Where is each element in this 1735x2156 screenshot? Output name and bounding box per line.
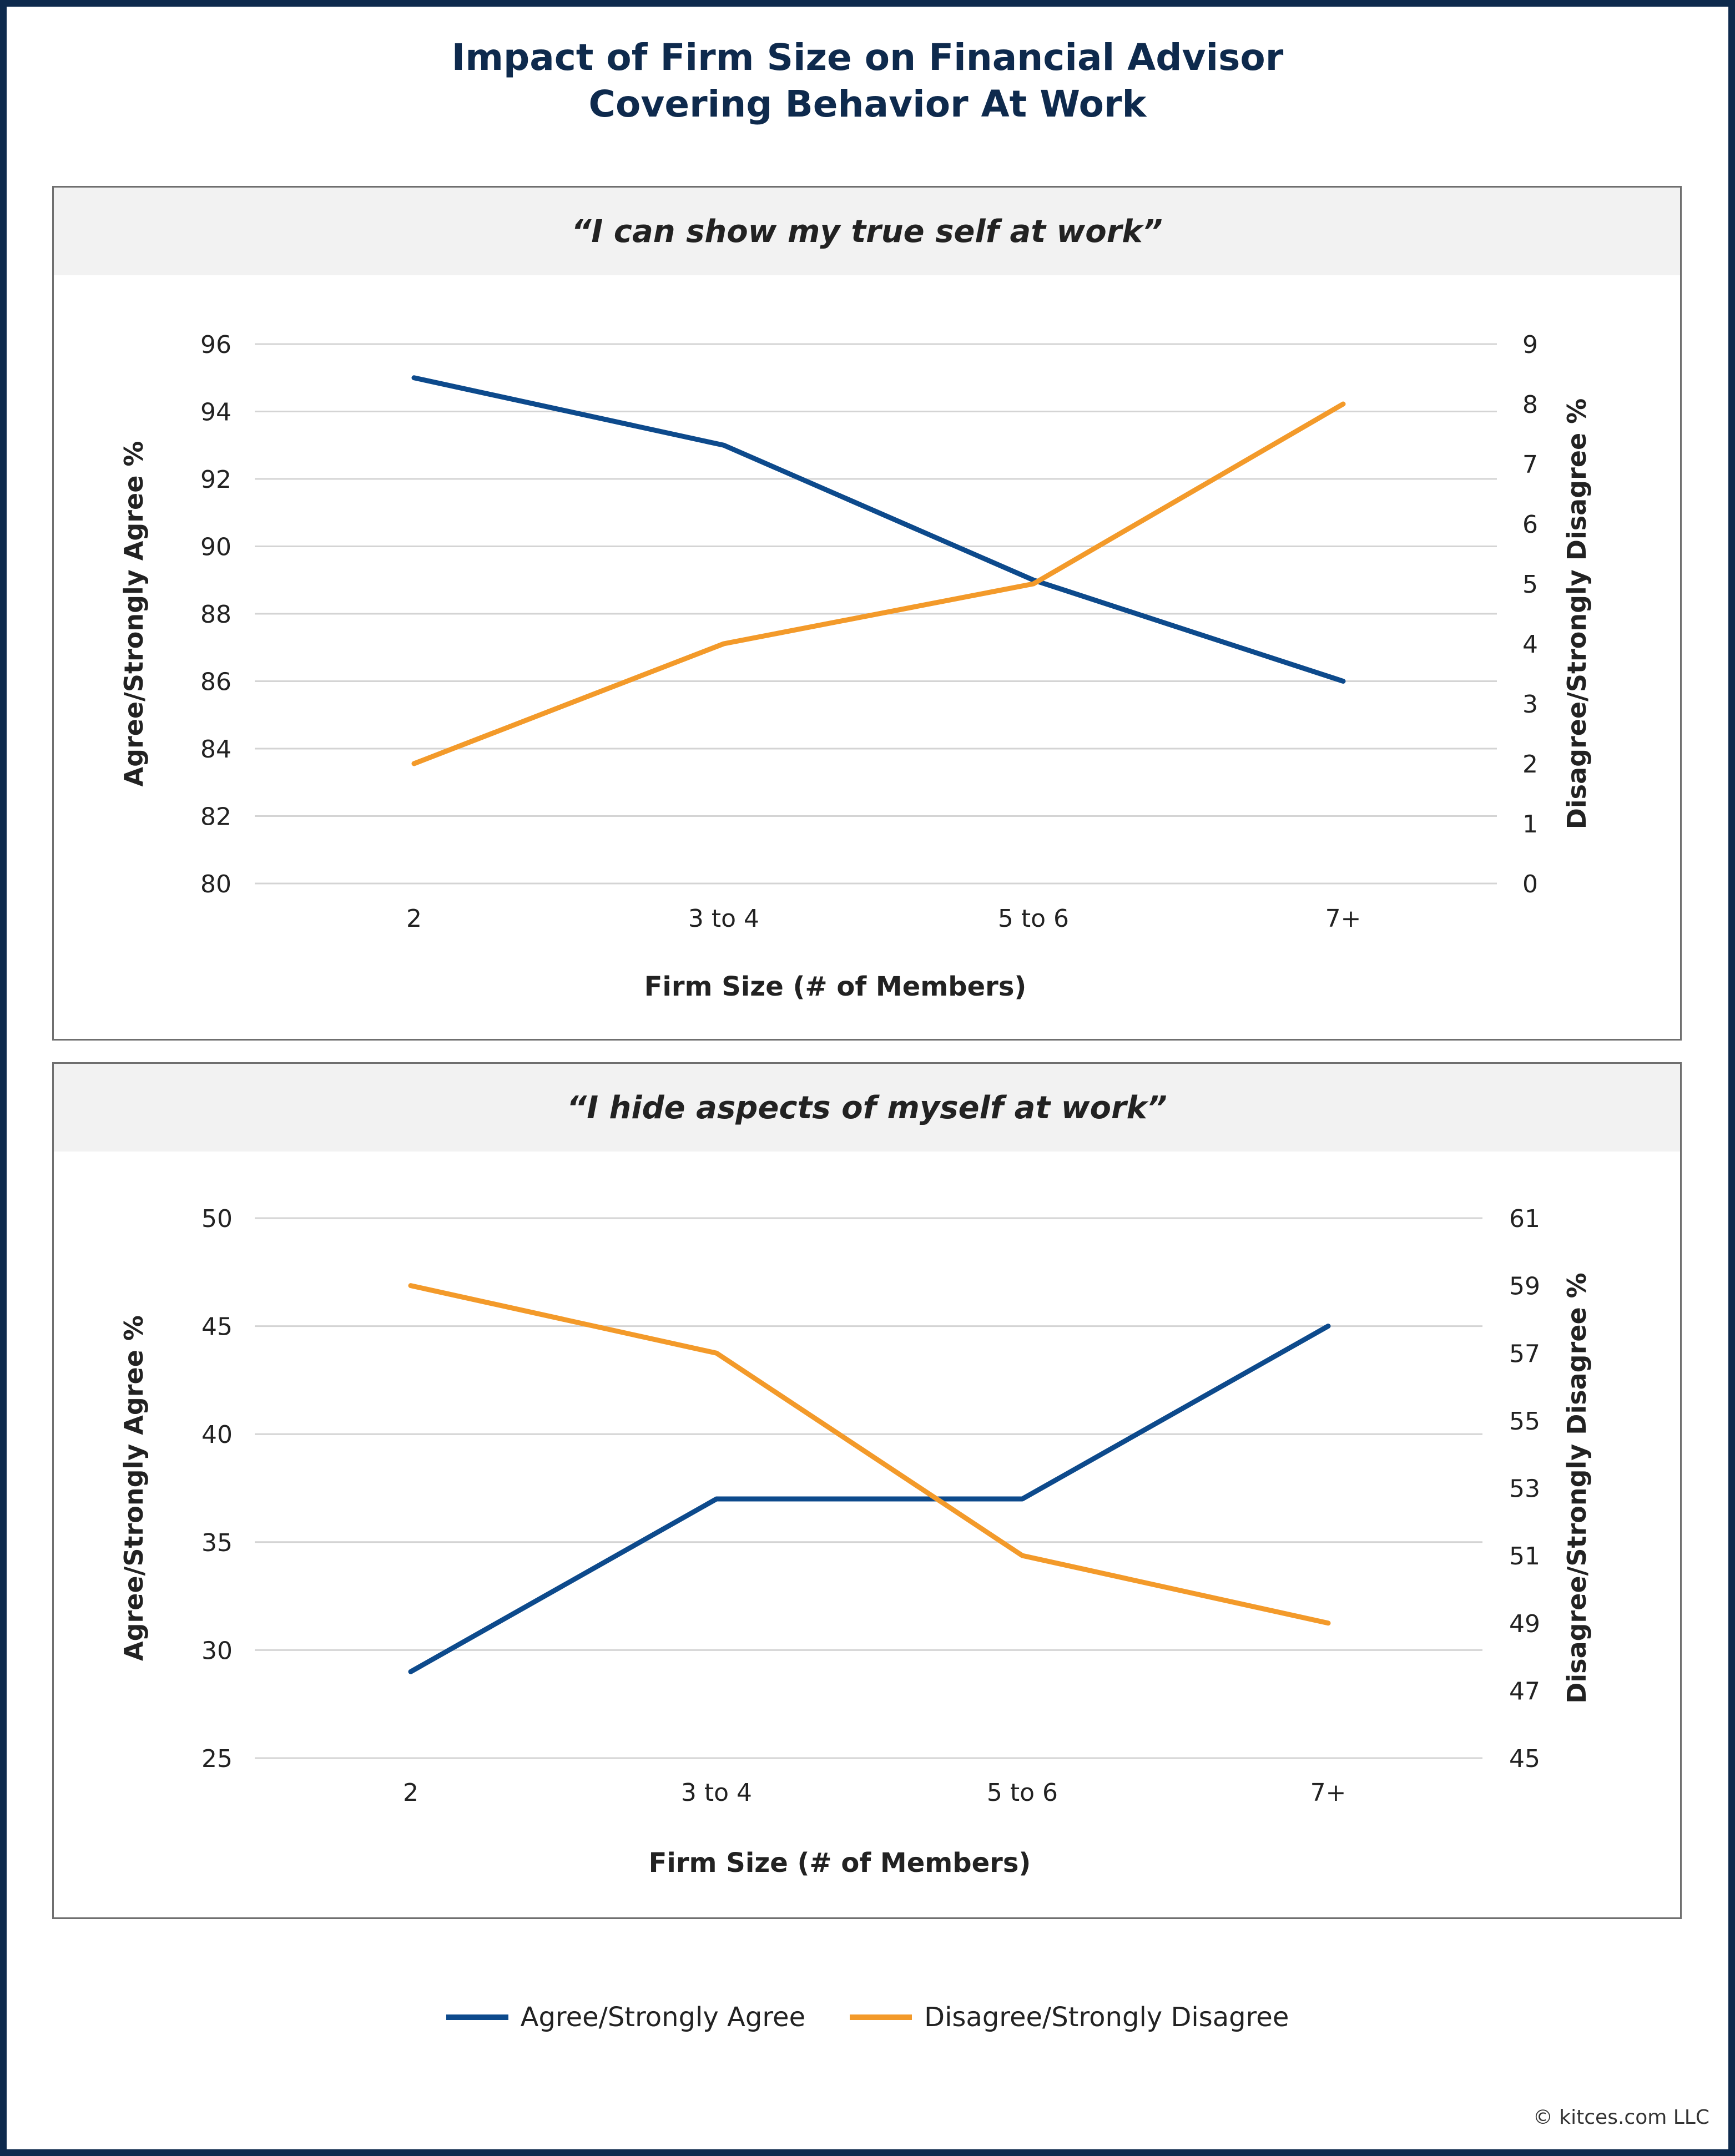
chart-panel-hide-aspects: “I hide aspects of myself at work” 25 30 3… <box>52 1062 1682 1919</box>
x-tick-label: 3 to 4 <box>688 905 759 933</box>
y-tick-label: 92 <box>200 466 231 494</box>
y2-tick-label: 51 <box>1509 1542 1540 1571</box>
x-tick-label: 5 to 6 <box>998 905 1069 933</box>
legend-item-agree: Agree/Strongly Agree <box>446 2002 806 2033</box>
y-tick-label: 84 <box>200 735 231 764</box>
y2-tick-label: 7 <box>1522 451 1538 479</box>
legend-swatch-disagree <box>850 2014 912 2020</box>
series-line-agree <box>408 1324 1331 1674</box>
x-axis-title: Firm Size (# of Members) <box>649 1847 1031 1879</box>
chart-title: “I hide aspects of myself at work” <box>54 1064 1680 1152</box>
y2-tick-label: 59 <box>1509 1273 1540 1301</box>
y2-tick-label: 47 <box>1509 1677 1540 1705</box>
y-axis-title: Agree/Strongly Agree % <box>119 441 149 787</box>
y-tick-label: 45 <box>201 1313 233 1341</box>
x-tick-label: 2 <box>406 905 422 933</box>
series-line-disagree <box>408 1283 1331 1626</box>
x-tick-label: 3 to 4 <box>681 1779 752 1807</box>
y2-tick-label: 5 <box>1522 570 1538 599</box>
y2-axis-title: Disagree/Strongly Disagree % <box>1562 398 1592 830</box>
y2-tick-label: 57 <box>1509 1340 1540 1368</box>
x-tick-label: 5 to 6 <box>987 1779 1058 1807</box>
y-tick-label: 30 <box>201 1637 233 1665</box>
chart-title: “I can show my true self at work” <box>54 188 1680 275</box>
series-line-agree <box>411 375 1346 684</box>
line-chart-hide-aspects: 25 30 35 40 45 50 45 47 49 51 53 55 57 59 61 2 3 to 4 5 t… <box>119 1205 1592 1879</box>
chart-panel-true-self: “I can show my true self at work” 80 82 84… <box>52 186 1682 1041</box>
y2-tick-label: 53 <box>1509 1475 1540 1503</box>
legend-label-disagree: Disagree/Strongly Disagree <box>924 2002 1289 2033</box>
x-axis-title: Firm Size (# of Members) <box>644 971 1027 1002</box>
y-tick-label: 82 <box>200 803 231 831</box>
y2-tick-label: 6 <box>1522 511 1538 539</box>
y2-tick-label: 2 <box>1522 750 1538 779</box>
y-tick-label: 35 <box>201 1529 233 1557</box>
x-tick-label: 2 <box>403 1779 418 1807</box>
y2-tick-label: 49 <box>1509 1610 1540 1638</box>
x-tick-label: 7+ <box>1325 905 1361 933</box>
y-axis-title: Agree/Strongly Agree % <box>119 1315 149 1661</box>
legend-label-agree: Agree/Strongly Agree <box>520 2002 806 2033</box>
legend-swatch-agree <box>446 2014 508 2020</box>
y2-tick-label: 3 <box>1522 690 1538 719</box>
y-tick-label: 25 <box>201 1745 233 1773</box>
y2-tick-label: 9 <box>1522 331 1538 359</box>
y2-tick-label: 55 <box>1509 1407 1540 1436</box>
y2-tick-label: 4 <box>1522 630 1538 659</box>
main-title-line-2: Covering Behavior At Work <box>588 83 1147 125</box>
main-title: Impact of Firm Size on Financial Advisor… <box>0 34 1735 128</box>
legend-item-disagree: Disagree/Strongly Disagree <box>850 2002 1289 2033</box>
y-tick-label: 80 <box>200 870 231 898</box>
y-tick-label: 50 <box>201 1205 233 1233</box>
y2-tick-label: 45 <box>1509 1745 1540 1773</box>
legend: Agree/Strongly Agree Disagree/Strongly D… <box>0 1998 1735 2037</box>
y-tick-label: 88 <box>200 600 231 629</box>
y-tick-label: 94 <box>200 398 231 427</box>
y-tick-label: 40 <box>201 1421 233 1449</box>
series-line-disagree <box>411 401 1346 766</box>
y-tick-label: 86 <box>200 668 231 696</box>
y-tick-label: 96 <box>200 331 231 359</box>
main-title-line-1: Impact of Firm Size on Financial Advisor <box>451 36 1284 79</box>
y2-axis-title: Disagree/Strongly Disagree % <box>1562 1273 1592 1704</box>
y2-tick-label: 0 <box>1522 870 1538 898</box>
y2-tick-label: 1 <box>1522 810 1538 839</box>
x-tick-label: 7+ <box>1310 1779 1346 1807</box>
copyright: © kitces.com LLC <box>1532 2106 1709 2129</box>
y2-tick-label: 8 <box>1522 391 1538 419</box>
y-tick-label: 90 <box>200 533 231 562</box>
y2-tick-label: 61 <box>1509 1205 1540 1233</box>
